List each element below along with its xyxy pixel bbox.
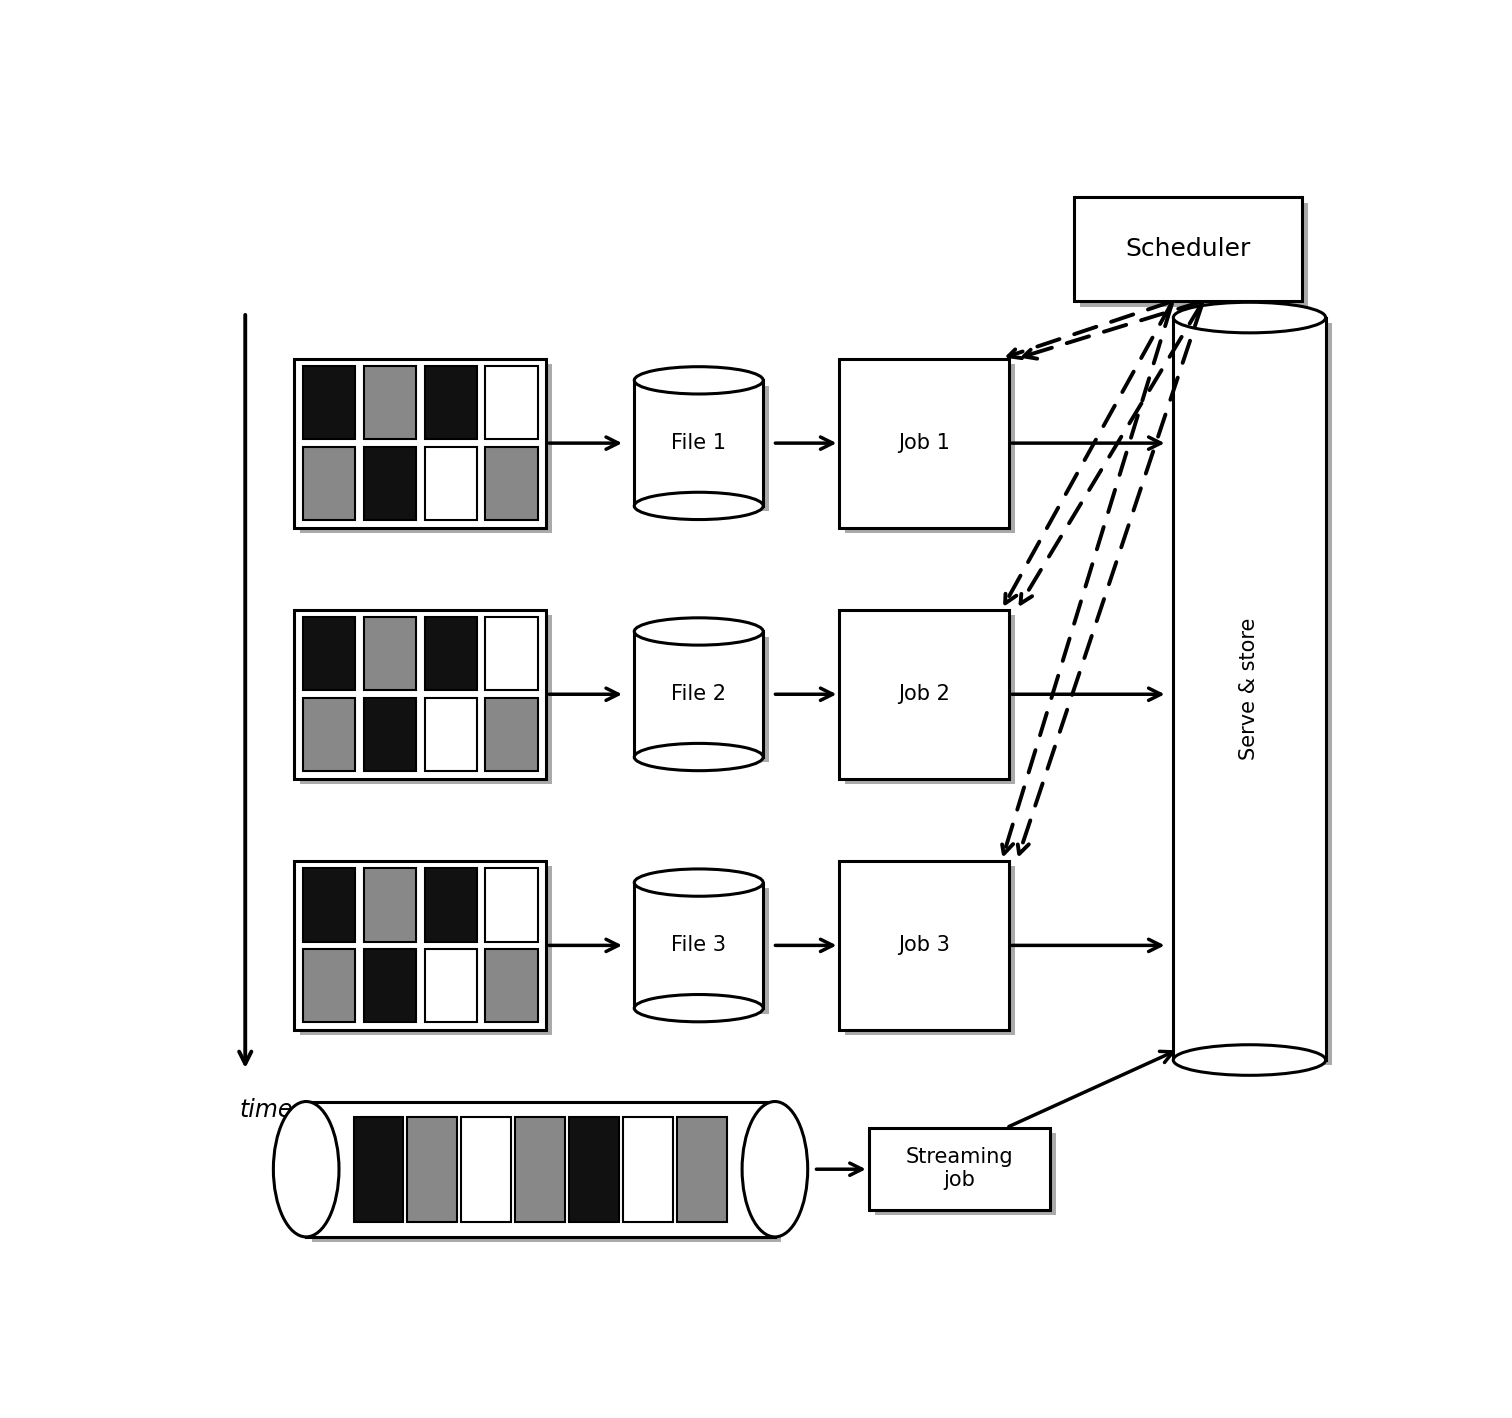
FancyBboxPatch shape xyxy=(425,698,478,771)
Ellipse shape xyxy=(635,492,764,519)
Text: Job 1: Job 1 xyxy=(898,432,950,454)
FancyBboxPatch shape xyxy=(302,698,355,771)
FancyBboxPatch shape xyxy=(868,1127,1051,1210)
FancyBboxPatch shape xyxy=(839,861,1010,1029)
FancyBboxPatch shape xyxy=(845,364,1015,533)
Ellipse shape xyxy=(635,618,764,645)
FancyBboxPatch shape xyxy=(295,610,546,778)
FancyBboxPatch shape xyxy=(407,1117,457,1222)
Text: File 3: File 3 xyxy=(671,936,726,956)
FancyBboxPatch shape xyxy=(295,861,546,1029)
Ellipse shape xyxy=(635,869,764,896)
Polygon shape xyxy=(635,380,764,506)
Ellipse shape xyxy=(635,743,764,771)
FancyBboxPatch shape xyxy=(363,698,416,771)
Polygon shape xyxy=(311,1107,780,1242)
FancyBboxPatch shape xyxy=(1080,203,1308,306)
Polygon shape xyxy=(635,631,764,757)
FancyBboxPatch shape xyxy=(295,359,546,527)
Ellipse shape xyxy=(742,1102,807,1236)
Ellipse shape xyxy=(1173,1045,1326,1075)
FancyBboxPatch shape xyxy=(623,1117,673,1222)
FancyBboxPatch shape xyxy=(363,617,416,691)
FancyBboxPatch shape xyxy=(302,617,355,691)
FancyBboxPatch shape xyxy=(425,366,478,440)
FancyBboxPatch shape xyxy=(301,615,552,784)
FancyBboxPatch shape xyxy=(461,1117,511,1222)
Text: File 2: File 2 xyxy=(671,685,726,705)
FancyBboxPatch shape xyxy=(485,447,538,520)
Text: File 1: File 1 xyxy=(671,432,726,454)
Ellipse shape xyxy=(274,1102,339,1236)
Text: Job 3: Job 3 xyxy=(898,936,950,956)
Polygon shape xyxy=(305,1102,774,1236)
FancyBboxPatch shape xyxy=(485,617,538,691)
FancyBboxPatch shape xyxy=(425,447,478,520)
FancyBboxPatch shape xyxy=(845,615,1015,784)
Text: time: time xyxy=(239,1098,293,1122)
FancyBboxPatch shape xyxy=(1074,197,1302,301)
Text: Scheduler: Scheduler xyxy=(1125,237,1250,261)
Polygon shape xyxy=(640,386,770,512)
FancyBboxPatch shape xyxy=(485,868,538,942)
FancyBboxPatch shape xyxy=(302,949,355,1022)
FancyBboxPatch shape xyxy=(425,868,478,942)
Polygon shape xyxy=(635,882,764,1008)
Ellipse shape xyxy=(635,994,764,1022)
FancyBboxPatch shape xyxy=(354,1117,404,1222)
FancyBboxPatch shape xyxy=(363,366,416,440)
Text: Job 2: Job 2 xyxy=(898,685,950,705)
FancyBboxPatch shape xyxy=(425,949,478,1022)
Ellipse shape xyxy=(1173,302,1326,333)
FancyBboxPatch shape xyxy=(845,866,1015,1035)
FancyBboxPatch shape xyxy=(302,447,355,520)
Polygon shape xyxy=(1173,318,1326,1061)
FancyBboxPatch shape xyxy=(302,366,355,440)
Text: Streaming
job: Streaming job xyxy=(906,1147,1013,1190)
Text: Serve & store: Serve & store xyxy=(1240,618,1259,760)
FancyBboxPatch shape xyxy=(516,1117,565,1222)
FancyBboxPatch shape xyxy=(485,949,538,1022)
FancyBboxPatch shape xyxy=(363,949,416,1022)
FancyBboxPatch shape xyxy=(363,868,416,942)
FancyBboxPatch shape xyxy=(485,366,538,440)
Ellipse shape xyxy=(635,367,764,394)
FancyBboxPatch shape xyxy=(363,447,416,520)
FancyBboxPatch shape xyxy=(301,364,552,533)
FancyBboxPatch shape xyxy=(839,610,1010,778)
FancyBboxPatch shape xyxy=(425,617,478,691)
FancyBboxPatch shape xyxy=(485,698,538,771)
FancyBboxPatch shape xyxy=(301,866,552,1035)
FancyBboxPatch shape xyxy=(302,868,355,942)
FancyBboxPatch shape xyxy=(677,1117,727,1222)
FancyBboxPatch shape xyxy=(839,359,1010,527)
FancyBboxPatch shape xyxy=(569,1117,618,1222)
FancyBboxPatch shape xyxy=(874,1133,1055,1215)
Polygon shape xyxy=(1179,323,1332,1065)
Polygon shape xyxy=(640,637,770,763)
Polygon shape xyxy=(640,888,770,1014)
